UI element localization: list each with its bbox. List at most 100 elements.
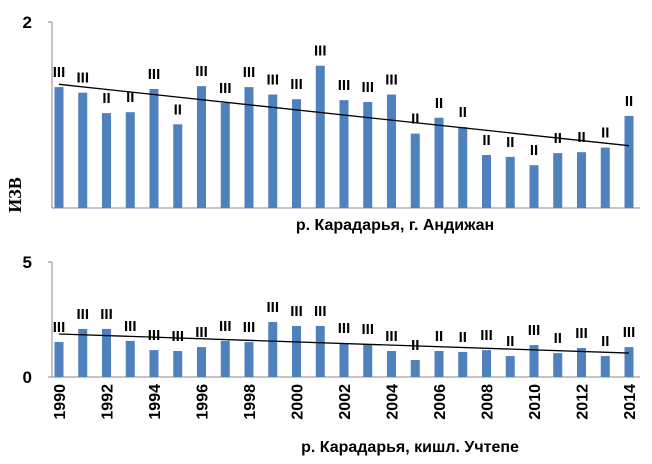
bar xyxy=(529,345,539,377)
class-label: III xyxy=(148,327,161,344)
class-label: II xyxy=(601,333,609,350)
bar xyxy=(315,325,325,377)
y-axis-label: ИЗВ xyxy=(5,177,25,213)
class-label: II xyxy=(435,95,443,112)
bar xyxy=(624,347,634,377)
bar xyxy=(434,351,444,377)
class-label: II xyxy=(625,93,633,110)
x-tick-label: 2004 xyxy=(385,384,402,420)
bar xyxy=(54,87,64,208)
class-label: II xyxy=(126,89,134,106)
class-label: II xyxy=(482,132,490,149)
bar xyxy=(363,101,373,208)
x-tick-label: 1994 xyxy=(147,384,164,420)
class-label: III xyxy=(243,64,256,81)
bar xyxy=(220,340,230,377)
bar xyxy=(173,351,183,377)
x-tick-label: 2006 xyxy=(432,384,449,420)
bar xyxy=(529,165,539,208)
bar xyxy=(268,322,278,377)
class-label: III xyxy=(361,321,374,338)
x-tick-label: 2010 xyxy=(527,384,544,420)
subtitle: р. Карадарья, кишл. Учтепе xyxy=(301,439,519,456)
class-label: III xyxy=(76,306,89,323)
x-tick-label: 2008 xyxy=(480,384,497,420)
class-label: III xyxy=(290,303,303,320)
bar xyxy=(244,342,254,377)
bar xyxy=(125,112,135,208)
class-label: III xyxy=(314,303,327,320)
bar xyxy=(197,86,206,208)
class-label: III xyxy=(100,306,113,323)
bar xyxy=(339,100,349,208)
bar xyxy=(458,127,468,208)
class-label: III xyxy=(266,299,279,316)
class-label: III xyxy=(219,80,232,97)
class-label: III xyxy=(171,328,184,345)
class-label: III xyxy=(53,64,66,81)
class-label: III xyxy=(575,325,588,342)
bar xyxy=(387,351,396,377)
class-label: II xyxy=(102,90,110,107)
class-label: III xyxy=(53,319,66,336)
class-label: II xyxy=(459,104,467,121)
class-label: III xyxy=(528,322,541,339)
bar xyxy=(482,154,491,208)
bar xyxy=(600,356,610,377)
bar xyxy=(78,328,88,377)
class-label: III xyxy=(195,324,208,341)
bar xyxy=(220,102,230,208)
class-label: III xyxy=(219,318,232,335)
x-tick-label: 2000 xyxy=(290,384,307,420)
x-tick-label: 1996 xyxy=(195,384,212,420)
bar xyxy=(315,65,325,209)
bar xyxy=(600,147,610,208)
bar xyxy=(102,113,111,208)
class-label: II xyxy=(174,101,182,118)
class-label: II xyxy=(577,129,585,146)
class-label: III xyxy=(385,72,398,89)
class-label: II xyxy=(506,134,514,151)
class-label: III xyxy=(148,66,161,83)
bar xyxy=(292,325,301,377)
y-tick-label: 2 xyxy=(23,13,32,32)
bar xyxy=(78,92,88,208)
bar xyxy=(339,342,349,377)
class-label: III xyxy=(385,328,398,345)
class-label: III xyxy=(361,79,374,96)
bar xyxy=(149,350,159,377)
bar xyxy=(458,351,468,377)
x-tick-label: 2014 xyxy=(622,384,639,420)
subtitle: р. Карадарья, г. Андижан xyxy=(296,217,494,234)
class-label: II xyxy=(506,333,514,350)
class-label: III xyxy=(76,70,89,87)
bar xyxy=(149,88,159,208)
bar xyxy=(577,348,586,377)
bar xyxy=(505,156,515,208)
trend-line xyxy=(58,333,630,354)
class-label: III xyxy=(266,72,279,89)
class-label: III xyxy=(314,43,327,60)
x-tick-label: 1990 xyxy=(52,384,69,420)
class-label: II xyxy=(411,111,419,128)
class-label: III xyxy=(195,63,208,80)
class-label: II xyxy=(530,142,538,159)
bar xyxy=(244,87,254,208)
bar xyxy=(553,353,563,377)
x-tick-label: 1992 xyxy=(100,384,117,420)
class-label: II xyxy=(554,330,562,347)
y-tick-label: 0 xyxy=(23,368,32,387)
x-tick-label: 1998 xyxy=(242,384,259,420)
bar xyxy=(363,344,373,377)
bar xyxy=(268,94,278,208)
y-tick-label: 5 xyxy=(23,253,32,272)
bar xyxy=(577,152,586,208)
class-label: II xyxy=(459,329,467,346)
bar xyxy=(173,124,183,208)
class-label: III xyxy=(290,76,303,93)
class-label: II xyxy=(435,328,443,345)
bar xyxy=(54,342,64,377)
class-label: III xyxy=(338,77,351,94)
bar xyxy=(624,115,634,208)
